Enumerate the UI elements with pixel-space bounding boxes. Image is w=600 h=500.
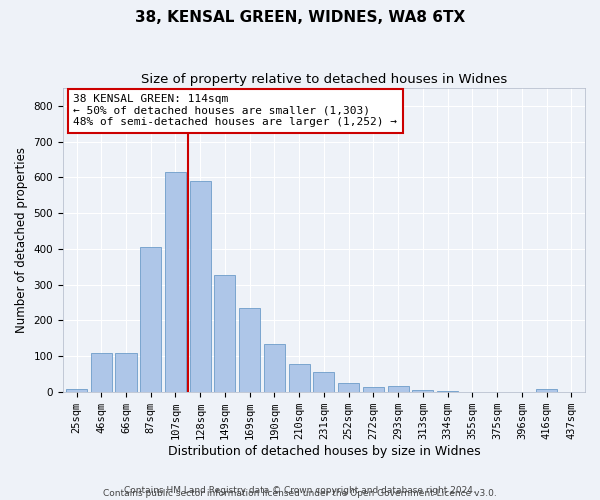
Text: Contains HM Land Registry data © Crown copyright and database right 2024.: Contains HM Land Registry data © Crown c…	[124, 486, 476, 495]
Y-axis label: Number of detached properties: Number of detached properties	[15, 147, 28, 333]
Text: 38, KENSAL GREEN, WIDNES, WA8 6TX: 38, KENSAL GREEN, WIDNES, WA8 6TX	[135, 10, 465, 25]
Bar	[239, 308, 260, 392]
Bar	[388, 386, 409, 392]
Bar	[313, 372, 334, 392]
Bar	[115, 354, 137, 392]
Bar	[412, 390, 433, 392]
Bar	[91, 354, 112, 392]
X-axis label: Distribution of detached houses by size in Widnes: Distribution of detached houses by size …	[167, 444, 480, 458]
Bar	[165, 172, 186, 392]
Text: Contains public sector information licensed under the Open Government Licence v3: Contains public sector information licen…	[103, 488, 497, 498]
Bar	[66, 389, 87, 392]
Title: Size of property relative to detached houses in Widnes: Size of property relative to detached ho…	[141, 72, 507, 86]
Bar	[289, 364, 310, 392]
Bar	[140, 247, 161, 392]
Bar	[363, 387, 384, 392]
Bar	[338, 383, 359, 392]
Bar	[214, 274, 235, 392]
Bar	[437, 390, 458, 392]
Bar	[536, 389, 557, 392]
Bar	[264, 344, 285, 392]
Bar	[190, 181, 211, 392]
Text: 38 KENSAL GREEN: 114sqm
← 50% of detached houses are smaller (1,303)
48% of semi: 38 KENSAL GREEN: 114sqm ← 50% of detache…	[73, 94, 397, 128]
